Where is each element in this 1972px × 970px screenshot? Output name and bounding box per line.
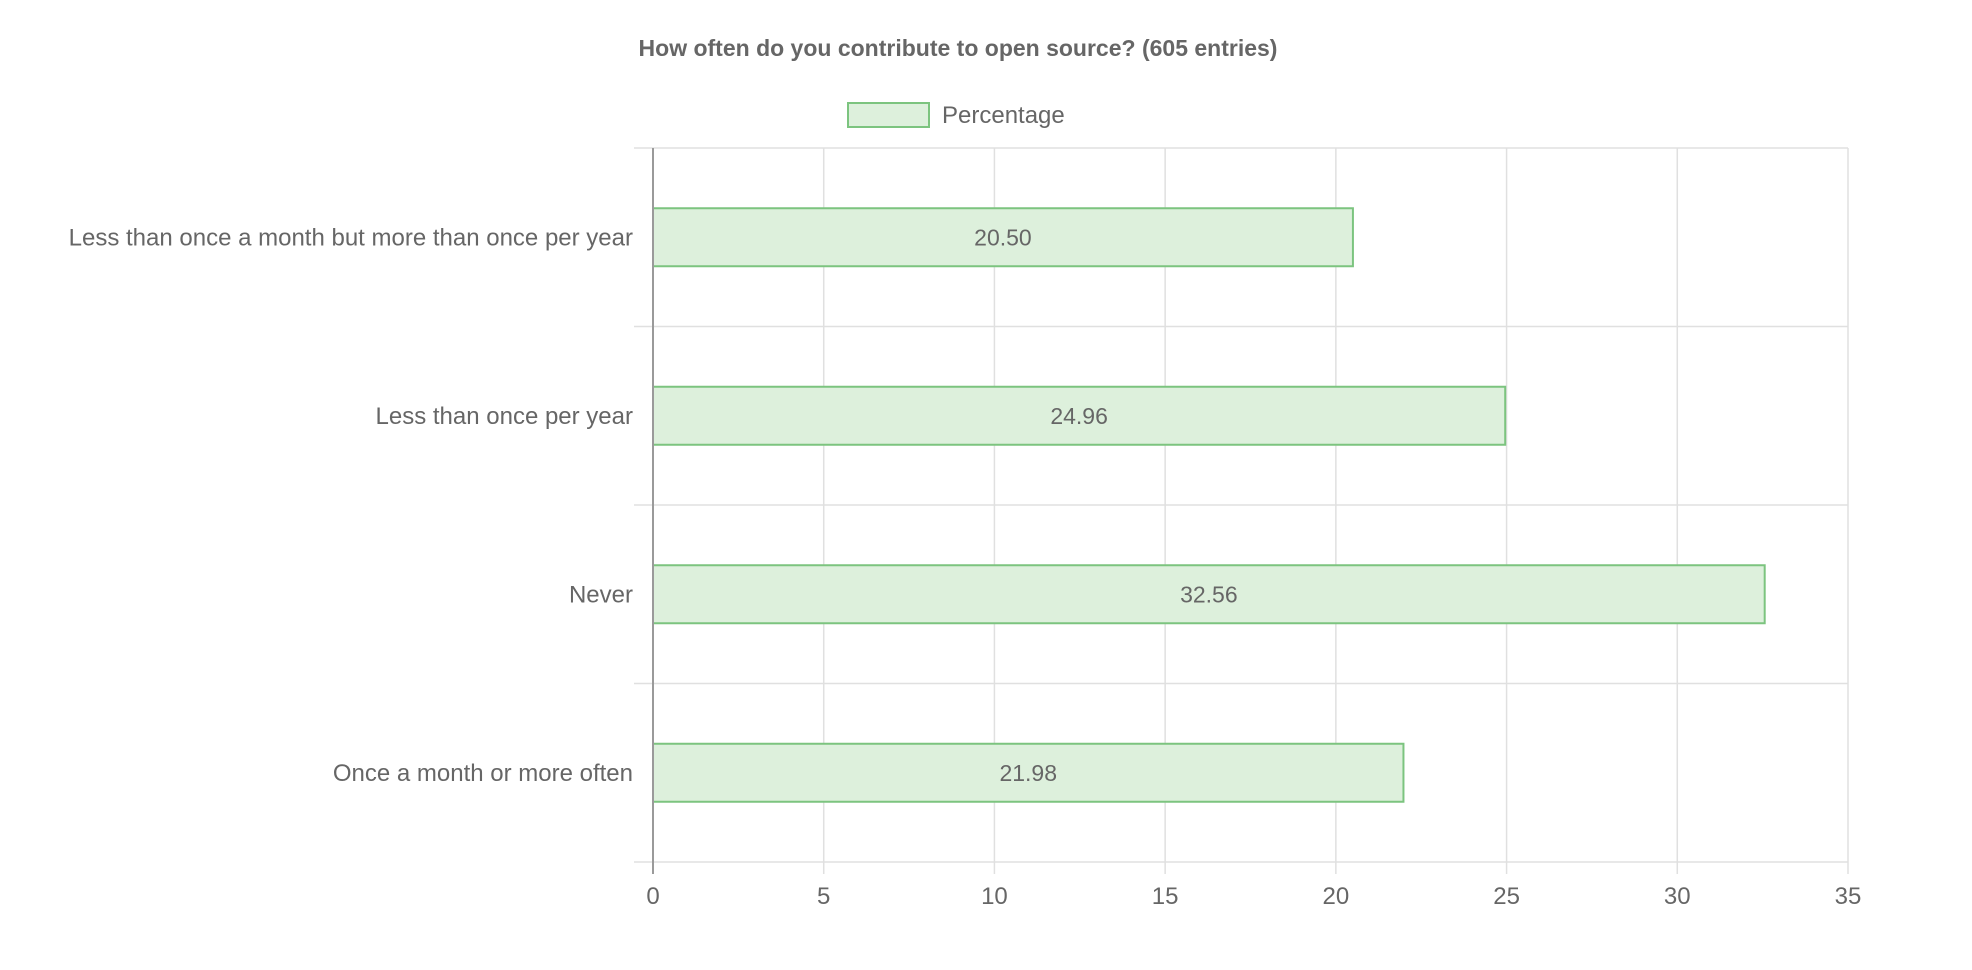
bar-value-label: 21.98: [999, 760, 1057, 786]
category-label: Never: [569, 581, 633, 608]
chart-title: How often do you contribute to open sour…: [639, 35, 1278, 61]
labels: 0 5 10 15 20 25 30 35 20.50 Less than once a mont…: [69, 224, 1862, 910]
bar: [652, 564, 1766, 625]
category-label: Less than once per year: [376, 403, 634, 430]
category-label: Less than once a month but more than onc…: [69, 224, 633, 251]
x-tick-label: 5: [817, 883, 830, 910]
bar: [652, 207, 1354, 268]
bars: [652, 207, 1766, 803]
legend-label: Percentage: [942, 102, 1065, 129]
bar: [652, 742, 1405, 803]
bar-value-label: 32.56: [1180, 581, 1238, 607]
category-label: Once a month or more often: [333, 760, 633, 787]
x-tick-label: 15: [1152, 883, 1179, 910]
x-tick-label: 10: [981, 883, 1008, 910]
x-tick-label: 20: [1323, 883, 1350, 910]
x-tick-label: 0: [646, 883, 659, 910]
x-tick-label: 30: [1664, 883, 1691, 910]
legend-swatch: [847, 102, 930, 128]
x-tick-label: 35: [1835, 883, 1862, 910]
bar: [652, 385, 1507, 446]
gridlines: [634, 147, 1849, 874]
bar-value-label: 20.50: [974, 224, 1032, 250]
x-tick-label: 25: [1493, 883, 1520, 910]
bar-value-label: 24.96: [1050, 403, 1108, 429]
legend[interactable]: Percentage: [847, 102, 1065, 129]
